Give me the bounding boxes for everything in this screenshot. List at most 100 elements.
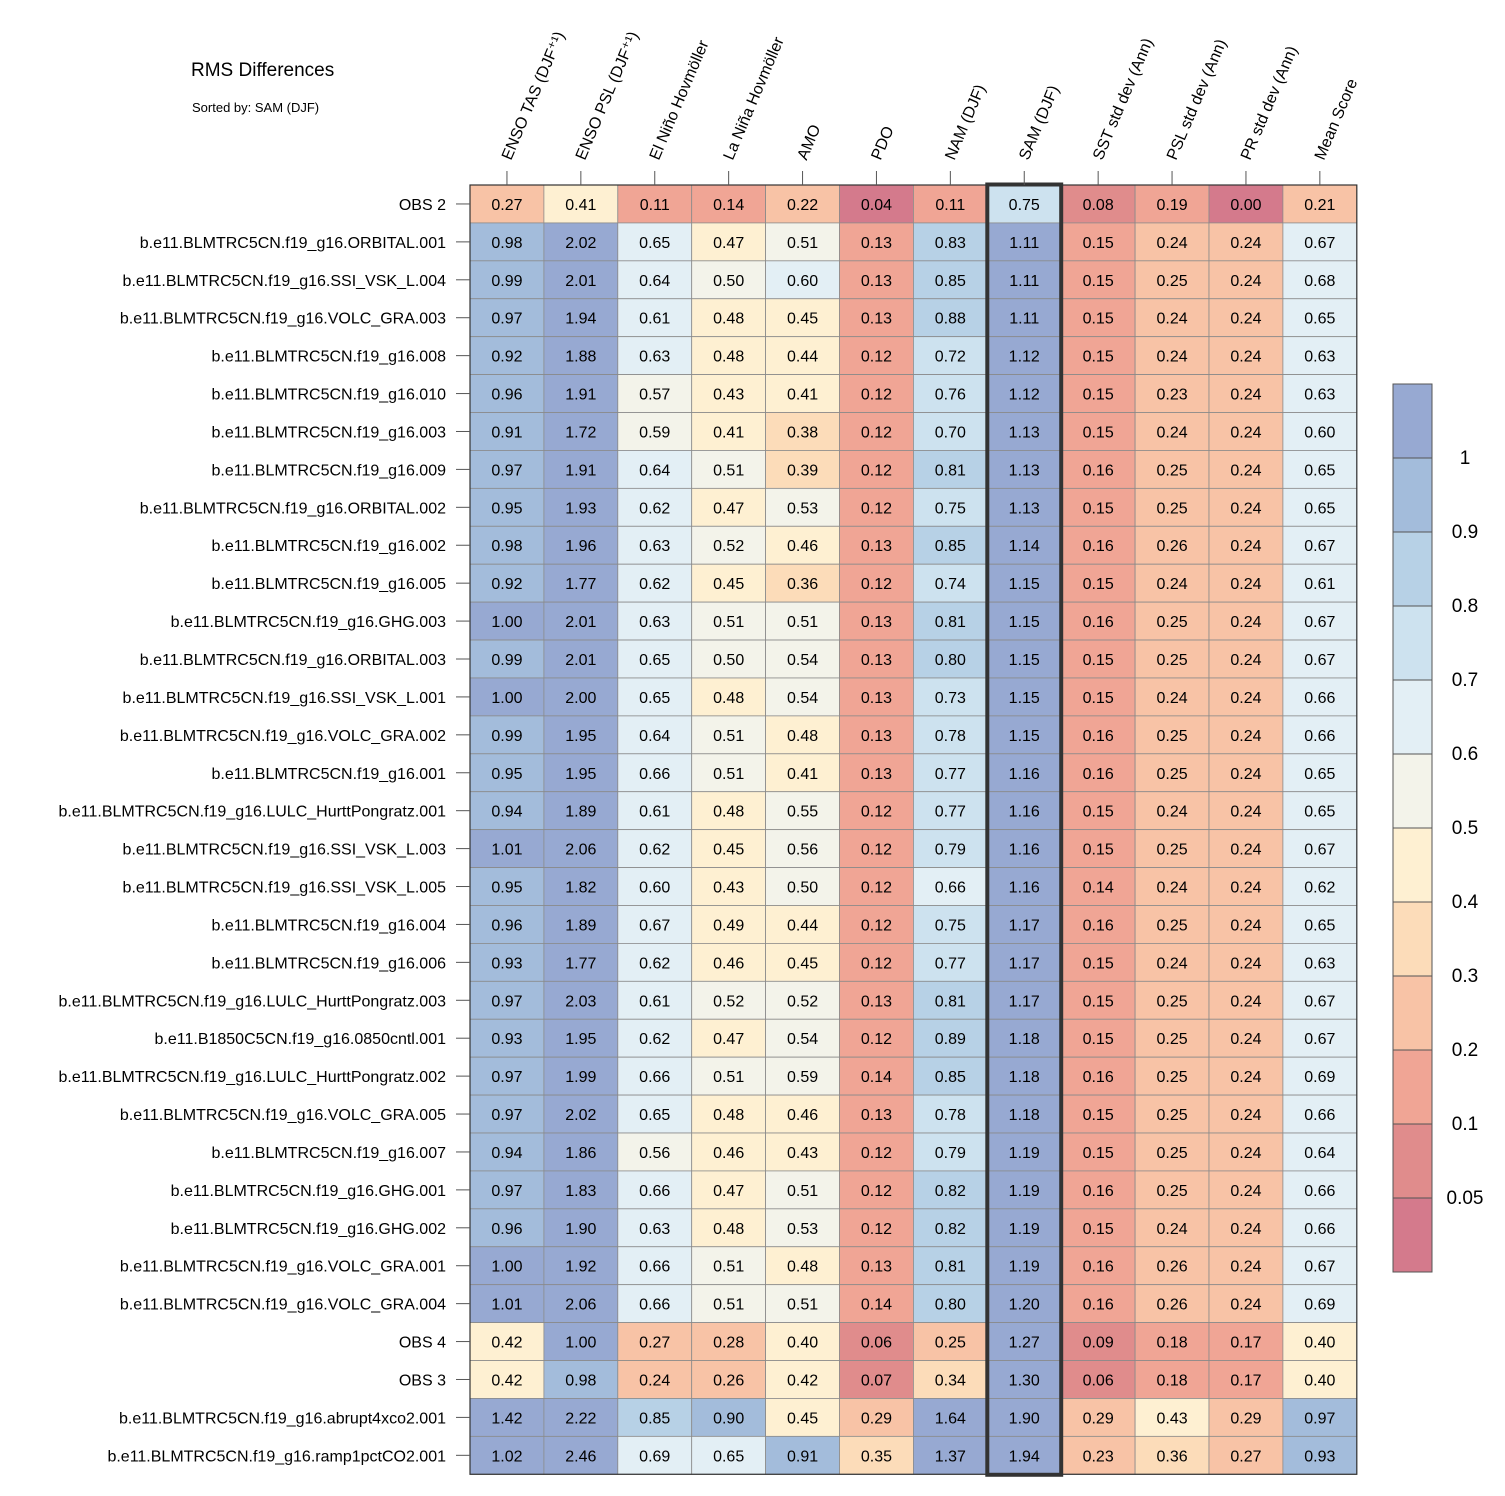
cell-value-label: 0.12 (861, 804, 892, 821)
cell-value-label: 0.15 (1083, 273, 1114, 290)
heatmap-cell (1208, 1056, 1284, 1096)
cell-value-label: 0.15 (1083, 349, 1114, 366)
cell-value-label: 0.76 (935, 387, 966, 404)
heatmap-cell (469, 1208, 545, 1248)
cell-value-label: 0.51 (787, 1183, 818, 1200)
colorbar-segment (1393, 1124, 1432, 1198)
heatmap-cell (543, 487, 619, 527)
heatmap-cell (1282, 450, 1358, 489)
heatmap-cell (1060, 753, 1136, 793)
heatmap-cell (913, 563, 988, 603)
heatmap-cell (691, 943, 767, 982)
colorbar-frame (1392, 383, 1433, 1273)
heatmap-cell (469, 1360, 545, 1399)
cell-value-label: 0.65 (639, 1107, 670, 1124)
cell-value-label: 0.63 (639, 1221, 670, 1238)
cell-value-label: 1.94 (565, 311, 596, 328)
cell-value-label: 0.80 (935, 652, 966, 669)
heatmap-cell (986, 1132, 1062, 1172)
cell-value-label: 0.75 (935, 917, 966, 934)
cell-value-label: 0.63 (1304, 387, 1335, 404)
heatmap-cell (986, 829, 1062, 868)
cell-value-label: 1.91 (565, 387, 596, 404)
heatmap-cell (986, 525, 1062, 565)
cell-value-label: 0.12 (861, 1031, 892, 1048)
cell-value-label: 0.97 (491, 1183, 522, 1200)
heatmap-cell (1208, 1208, 1284, 1248)
heatmap-cell (469, 601, 545, 641)
cell-value-label: 2.01 (565, 614, 596, 631)
heatmap-cell (691, 1170, 767, 1210)
row-label: b.e11.BLMTRC5CN.f19_g16.004 (211, 917, 446, 934)
cell-value-label: 1.13 (1009, 500, 1040, 517)
cell-value-label: 0.36 (1156, 1448, 1187, 1465)
heatmap-cell (839, 601, 914, 641)
heatmap-cell (543, 1435, 619, 1475)
cell-value-label: 0.80 (935, 1297, 966, 1314)
row-label: b.e11.BLMTRC5CN.f19_g16.SSI_VSK_L.003 (123, 842, 447, 859)
cell-value-label: 2.01 (565, 273, 596, 290)
heatmap-cell (839, 222, 914, 262)
heatmap-cell (543, 1398, 619, 1437)
cell-value-label: 0.16 (1083, 1297, 1114, 1314)
heatmap-cell (765, 1360, 840, 1399)
cell-value-label: 0.13 (861, 728, 892, 745)
cell-value-label: 0.98 (565, 1372, 596, 1389)
cell-value-label: 2.06 (565, 842, 596, 859)
heatmap-cell (765, 1170, 840, 1210)
cell-value-label: 1.83 (565, 1183, 596, 1200)
heatmap-cell (1208, 980, 1284, 1020)
cell-value-label: 0.56 (639, 1145, 670, 1162)
cell-value-label: 0.13 (861, 652, 892, 669)
colorbar-segment (1393, 1198, 1432, 1272)
cell-value-label: 0.11 (640, 197, 670, 214)
cell-value-label: 0.81 (935, 462, 966, 479)
heatmap-cell (691, 639, 767, 679)
heatmap-cell (913, 639, 988, 679)
cell-value-label: 0.14 (861, 1297, 892, 1314)
cell-value-label: 0.24 (1230, 1221, 1261, 1238)
cell-value-label: 0.48 (713, 804, 744, 821)
cell-value-label: 0.69 (1304, 1297, 1335, 1314)
cell-value-label: 0.24 (1156, 235, 1187, 252)
column-label: NAM (DJF) (942, 82, 989, 162)
heatmap-cell (839, 1208, 914, 1248)
cell-value-label: 2.02 (565, 235, 596, 252)
colorbar-tick-label: 0.6 (1452, 744, 1478, 765)
cell-value-label: 1.00 (491, 690, 522, 707)
heatmap-cell (617, 791, 693, 831)
row-label: b.e11.BLMTRC5CN.f19_g16.GHG.001 (171, 1183, 447, 1200)
cell-value-label: 0.14 (861, 1069, 892, 1086)
heatmap-cell (691, 525, 767, 565)
cell-value-label: 0.17 (1230, 1335, 1261, 1352)
cell-value-label: 0.81 (935, 1259, 966, 1276)
cell-value-label: 0.97 (491, 1069, 522, 1086)
cell-value-label: 0.51 (713, 462, 744, 479)
heatmap-cell (1282, 374, 1358, 413)
cell-value-label: 0.64 (639, 273, 670, 290)
cell-value-label: 0.44 (787, 917, 818, 934)
heatmap-cell (1208, 1246, 1284, 1286)
cell-value-label: 0.66 (639, 1297, 670, 1314)
heatmap-cell (1060, 1435, 1136, 1475)
cell-value-label: 0.12 (861, 424, 892, 441)
cell-value-label: 0.07 (861, 1372, 892, 1389)
heatmap-cell (1282, 715, 1358, 755)
heatmap-cell (1282, 412, 1358, 451)
column-label: AMO (795, 122, 825, 162)
cell-value-label: 0.24 (1230, 462, 1261, 479)
heatmap-cell (469, 222, 545, 262)
heatmap-cell (913, 1132, 988, 1172)
heatmap-cell (913, 487, 988, 527)
cell-value-label: 0.24 (1230, 728, 1261, 745)
heatmap-cell (691, 1284, 767, 1324)
cell-value-label: 1.12 (1009, 349, 1040, 366)
cell-value-label: 0.48 (713, 311, 744, 328)
cell-value-label: 0.51 (713, 766, 744, 783)
cell-value-label: 0.47 (713, 1183, 744, 1200)
cell-value-label: 0.15 (1083, 804, 1114, 821)
cell-value-label: 0.26 (1156, 1259, 1187, 1276)
cell-value-label: 0.50 (787, 880, 818, 897)
cell-value-label: 0.60 (787, 273, 818, 290)
